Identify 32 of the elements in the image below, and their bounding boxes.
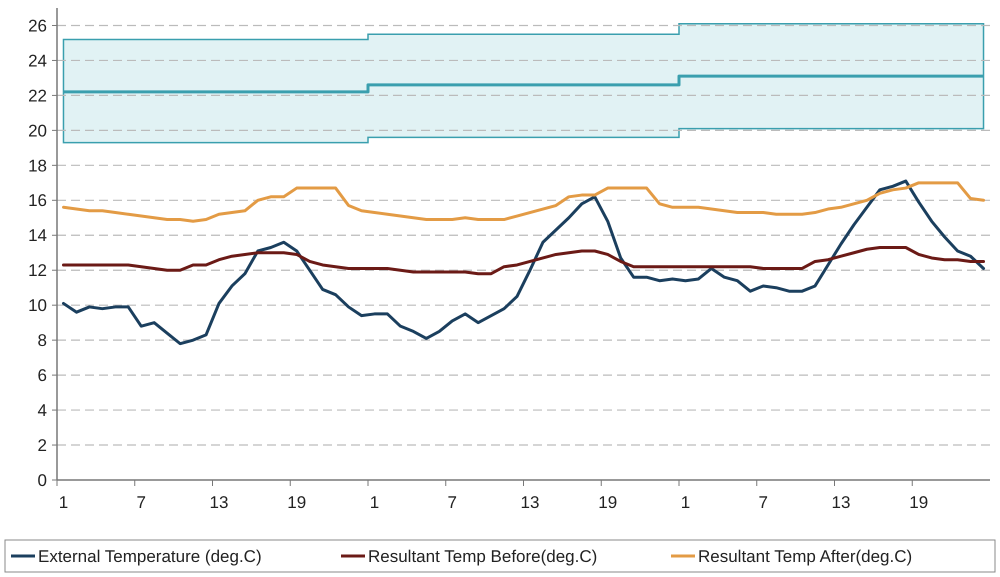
y-tick-label: 16 (28, 191, 47, 210)
y-tick-label: 26 (28, 16, 47, 36)
x-tick-label: 1 (58, 493, 68, 512)
y-tick-label: 2 (38, 436, 47, 455)
y-tick-label: 18 (28, 156, 47, 176)
x-tick-label: 7 (758, 493, 768, 512)
y-tick-label: 8 (38, 331, 47, 350)
y-tick-label: 6 (38, 366, 47, 386)
x-tick-label: 13 (210, 493, 228, 512)
line-series (62, 246, 986, 276)
x-tick-label: 7 (447, 493, 457, 512)
legend-label: External Temperature (deg.C) (38, 546, 262, 566)
x-tick-label: 1 (370, 493, 380, 512)
legend-label: Resultant Temp Before(deg.C) (368, 546, 598, 566)
x-tick-label: 13 (520, 493, 540, 512)
x-tick-label: 19 (598, 493, 618, 512)
y-tick-label: 14 (28, 226, 47, 246)
line-series (62, 180, 986, 346)
y-tick-label: 4 (38, 401, 47, 420)
y-tick-label: 12 (28, 261, 47, 280)
y-tick-label: 10 (28, 296, 47, 316)
x-tick-label: 19 (909, 493, 928, 512)
x-tick-label: 19 (287, 493, 306, 512)
y-tick-label: 0 (38, 470, 47, 490)
y-tick-label: 24 (28, 51, 47, 70)
y-tick-label: 22 (28, 86, 47, 106)
x-tick-label: 7 (136, 493, 146, 512)
y-tick-label: 20 (28, 121, 47, 140)
x-tick-label: 1 (680, 493, 690, 512)
x-tick-label: 13 (832, 493, 850, 512)
legend-label: Resultant Temp After(deg.C) (698, 546, 912, 566)
line-series (62, 181, 986, 223)
